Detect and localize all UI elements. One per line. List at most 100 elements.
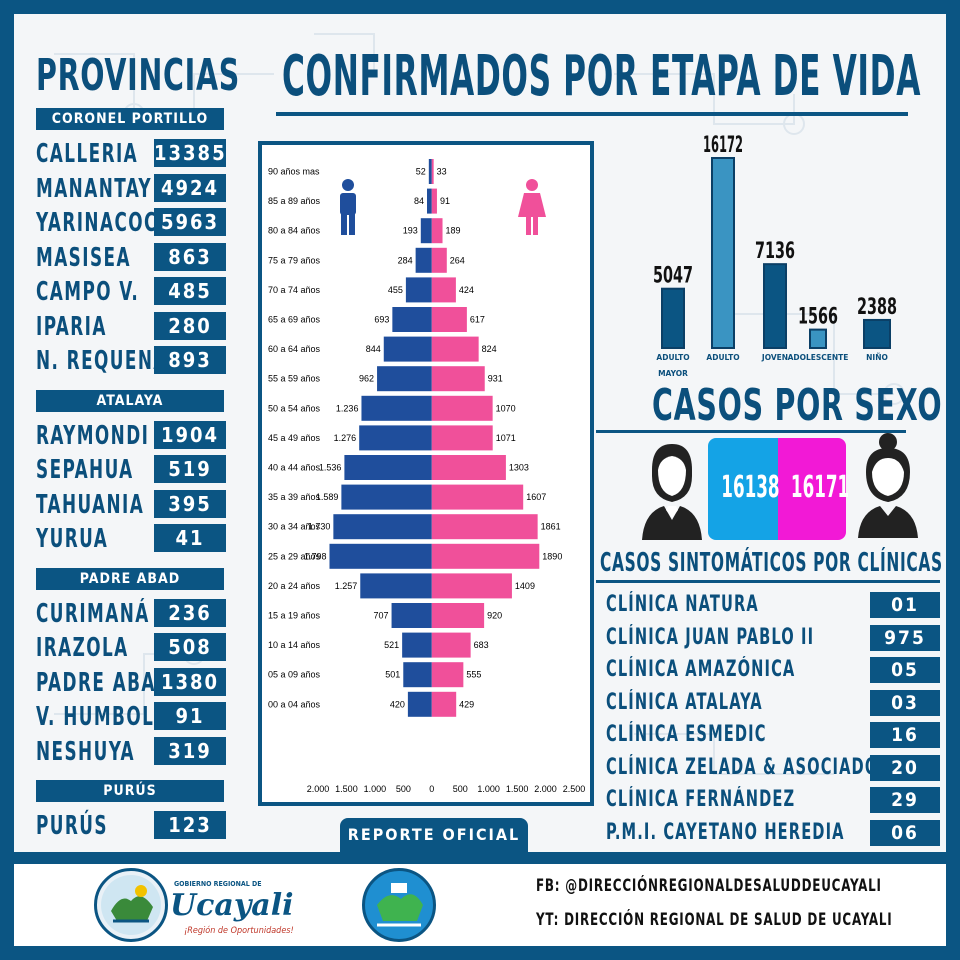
male-bar (361, 395, 432, 421)
facebook-link[interactable]: FB: @DIRECCIÓNREGIONALDESALUDDEUCAYALI (536, 876, 882, 896)
district-name: IRAZOLA (36, 633, 129, 663)
clinic-count: 05 (870, 657, 940, 683)
clinic-row: CLÍNICA AMAZÓNICA 05 (606, 655, 940, 688)
male-value-label: 420 (390, 699, 405, 709)
district-count: 236 (154, 598, 226, 627)
male-bar (360, 573, 432, 599)
logo1-small: GOBIERNO REGIONAL DE (174, 880, 262, 888)
male-bar (392, 307, 432, 332)
district-row: CURIMANÁ 236 (36, 598, 226, 633)
stage-bar (661, 287, 685, 349)
clinic-name: CLÍNICA ESMEDIC (606, 722, 767, 747)
district-count: 863 (154, 242, 226, 271)
male-bar (377, 366, 432, 392)
male-value-label: 707 (374, 611, 389, 621)
female-bar (431, 662, 464, 688)
age-group-label: 90 años mas (268, 167, 320, 177)
age-group-label: 50 a 54 años (268, 403, 321, 413)
female-bar (431, 425, 493, 451)
female-value-label: 33 (437, 167, 447, 177)
district-count: 319 (154, 736, 226, 765)
district-name: NESHUYA (36, 736, 136, 767)
female-value-label: 1070 (496, 403, 516, 413)
district-row: IRAZOLA 508 (36, 632, 226, 667)
sex-underline (596, 430, 906, 433)
district-row: N. REQUENA 893 (36, 345, 226, 380)
female-bar (431, 603, 485, 628)
age-group-label: 35 a 39 años (268, 492, 321, 502)
male-count: 16138 (721, 470, 780, 505)
youtube-link[interactable]: YT: DIRECCIÓN REGIONAL DE SALUD DE UCAYA… (536, 910, 893, 930)
provinces-title: PROVINCIAS (36, 50, 241, 101)
x-tick-label: 1.500 (335, 784, 358, 794)
clinic-name: CLÍNICA NATURA (606, 592, 759, 617)
male-bar (420, 218, 432, 244)
female-value-label: 1303 (509, 463, 529, 473)
male-value-label: 84 (414, 196, 424, 206)
district-count: 123 (154, 811, 226, 839)
x-tick-label: 2.000 (534, 784, 557, 794)
age-group-label: 75 a 79 años (268, 255, 321, 265)
clinic-row: CLÍNICA JUAN PABLO II 975 (606, 623, 940, 656)
sex-title: CASOS POR SEXO (652, 380, 943, 431)
male-value-label: 1.589 (316, 492, 339, 502)
logo1-tag: ¡Región de Oportunidades! (184, 926, 294, 936)
female-value-label: 424 (459, 285, 474, 295)
male-symbol-icon (340, 179, 356, 235)
female-value-label: 189 (446, 226, 461, 236)
clinic-row: CLÍNICA ZELADA & ASOCIADOS 20 (606, 753, 940, 786)
male-value-label: 193 (403, 226, 418, 236)
district-count: 41 (154, 524, 226, 552)
x-tick-label: 500 (453, 784, 468, 794)
female-avatar-icon (858, 433, 918, 538)
female-bar (431, 218, 443, 244)
life-stage-bar-chart: 5047 16172 7136 1566 2388 ADULTO MAYOR ADULTO JO… (653, 133, 897, 378)
male-bar (344, 455, 432, 480)
male-value-label: 284 (398, 255, 413, 265)
province-header: PADRE ABAD (36, 567, 224, 590)
female-bar (431, 336, 479, 362)
age-group-label: 00 a 04 años (268, 699, 321, 709)
female-value-label: 555 (466, 670, 481, 680)
stage-bar (809, 328, 827, 349)
province-header: ATALAYA (36, 389, 224, 412)
age-pyramid-panel: 90 años mas 52 33 85 a 89 años 84 91 80 a 84 a… (258, 141, 594, 806)
clinic-count: 20 (870, 754, 940, 781)
province-header: CORONEL PORTILLO (36, 108, 224, 130)
stage-bar (763, 263, 787, 349)
district-name: IPARIA (36, 311, 107, 342)
district-row: PADRE ABAD 1380 (36, 667, 226, 702)
report-label: REPORTE OFICIAL (340, 818, 528, 852)
clinic-count: 06 (870, 819, 940, 846)
clinic-row: CLÍNICA NATURA 01 (606, 590, 940, 623)
male-bar (329, 543, 432, 569)
district-name: CAMPO V. (36, 277, 140, 307)
district-name: TAHUANIA (36, 489, 145, 520)
female-bar (431, 247, 447, 273)
stage-value-label: 5047 (653, 264, 693, 289)
ucayali-emblem-icon (94, 868, 168, 942)
district-count: 395 (154, 489, 226, 518)
x-tick-label: 500 (396, 784, 411, 794)
clinic-count: 29 (870, 787, 940, 813)
age-group-label: 25 a 29 años (268, 551, 321, 561)
district-row: V. HUMBOLDT 91 (36, 701, 226, 736)
stage-value-label: 7136 (755, 239, 795, 264)
clinics-underline (596, 580, 940, 583)
district-count: 485 (154, 277, 226, 305)
age-group-label: 10 a 14 años (268, 640, 321, 650)
male-value-label: 1.536 (319, 463, 342, 473)
clinic-row: CLÍNICA ATALAYA 03 (606, 688, 940, 721)
page-title: CONFIRMADOS POR ETAPA DE VIDA (282, 44, 922, 109)
female-bar (431, 573, 512, 599)
female-value-label: 1409 (515, 581, 535, 591)
female-bar (431, 395, 493, 421)
male-value-label: 52 (416, 167, 426, 177)
female-bar (431, 307, 467, 332)
male-value-label: 693 (374, 315, 389, 325)
district-name: MANANTAY (36, 173, 153, 204)
clinics-title: CASOS SINTOMÁTICOS POR CLÍNICAS (600, 548, 943, 578)
clinics-list: CLÍNICA NATURA 01 CLÍNICA JUAN PABLO II 975… (606, 590, 940, 850)
district-count: 1380 (154, 667, 226, 696)
female-symbol-icon (518, 179, 546, 235)
